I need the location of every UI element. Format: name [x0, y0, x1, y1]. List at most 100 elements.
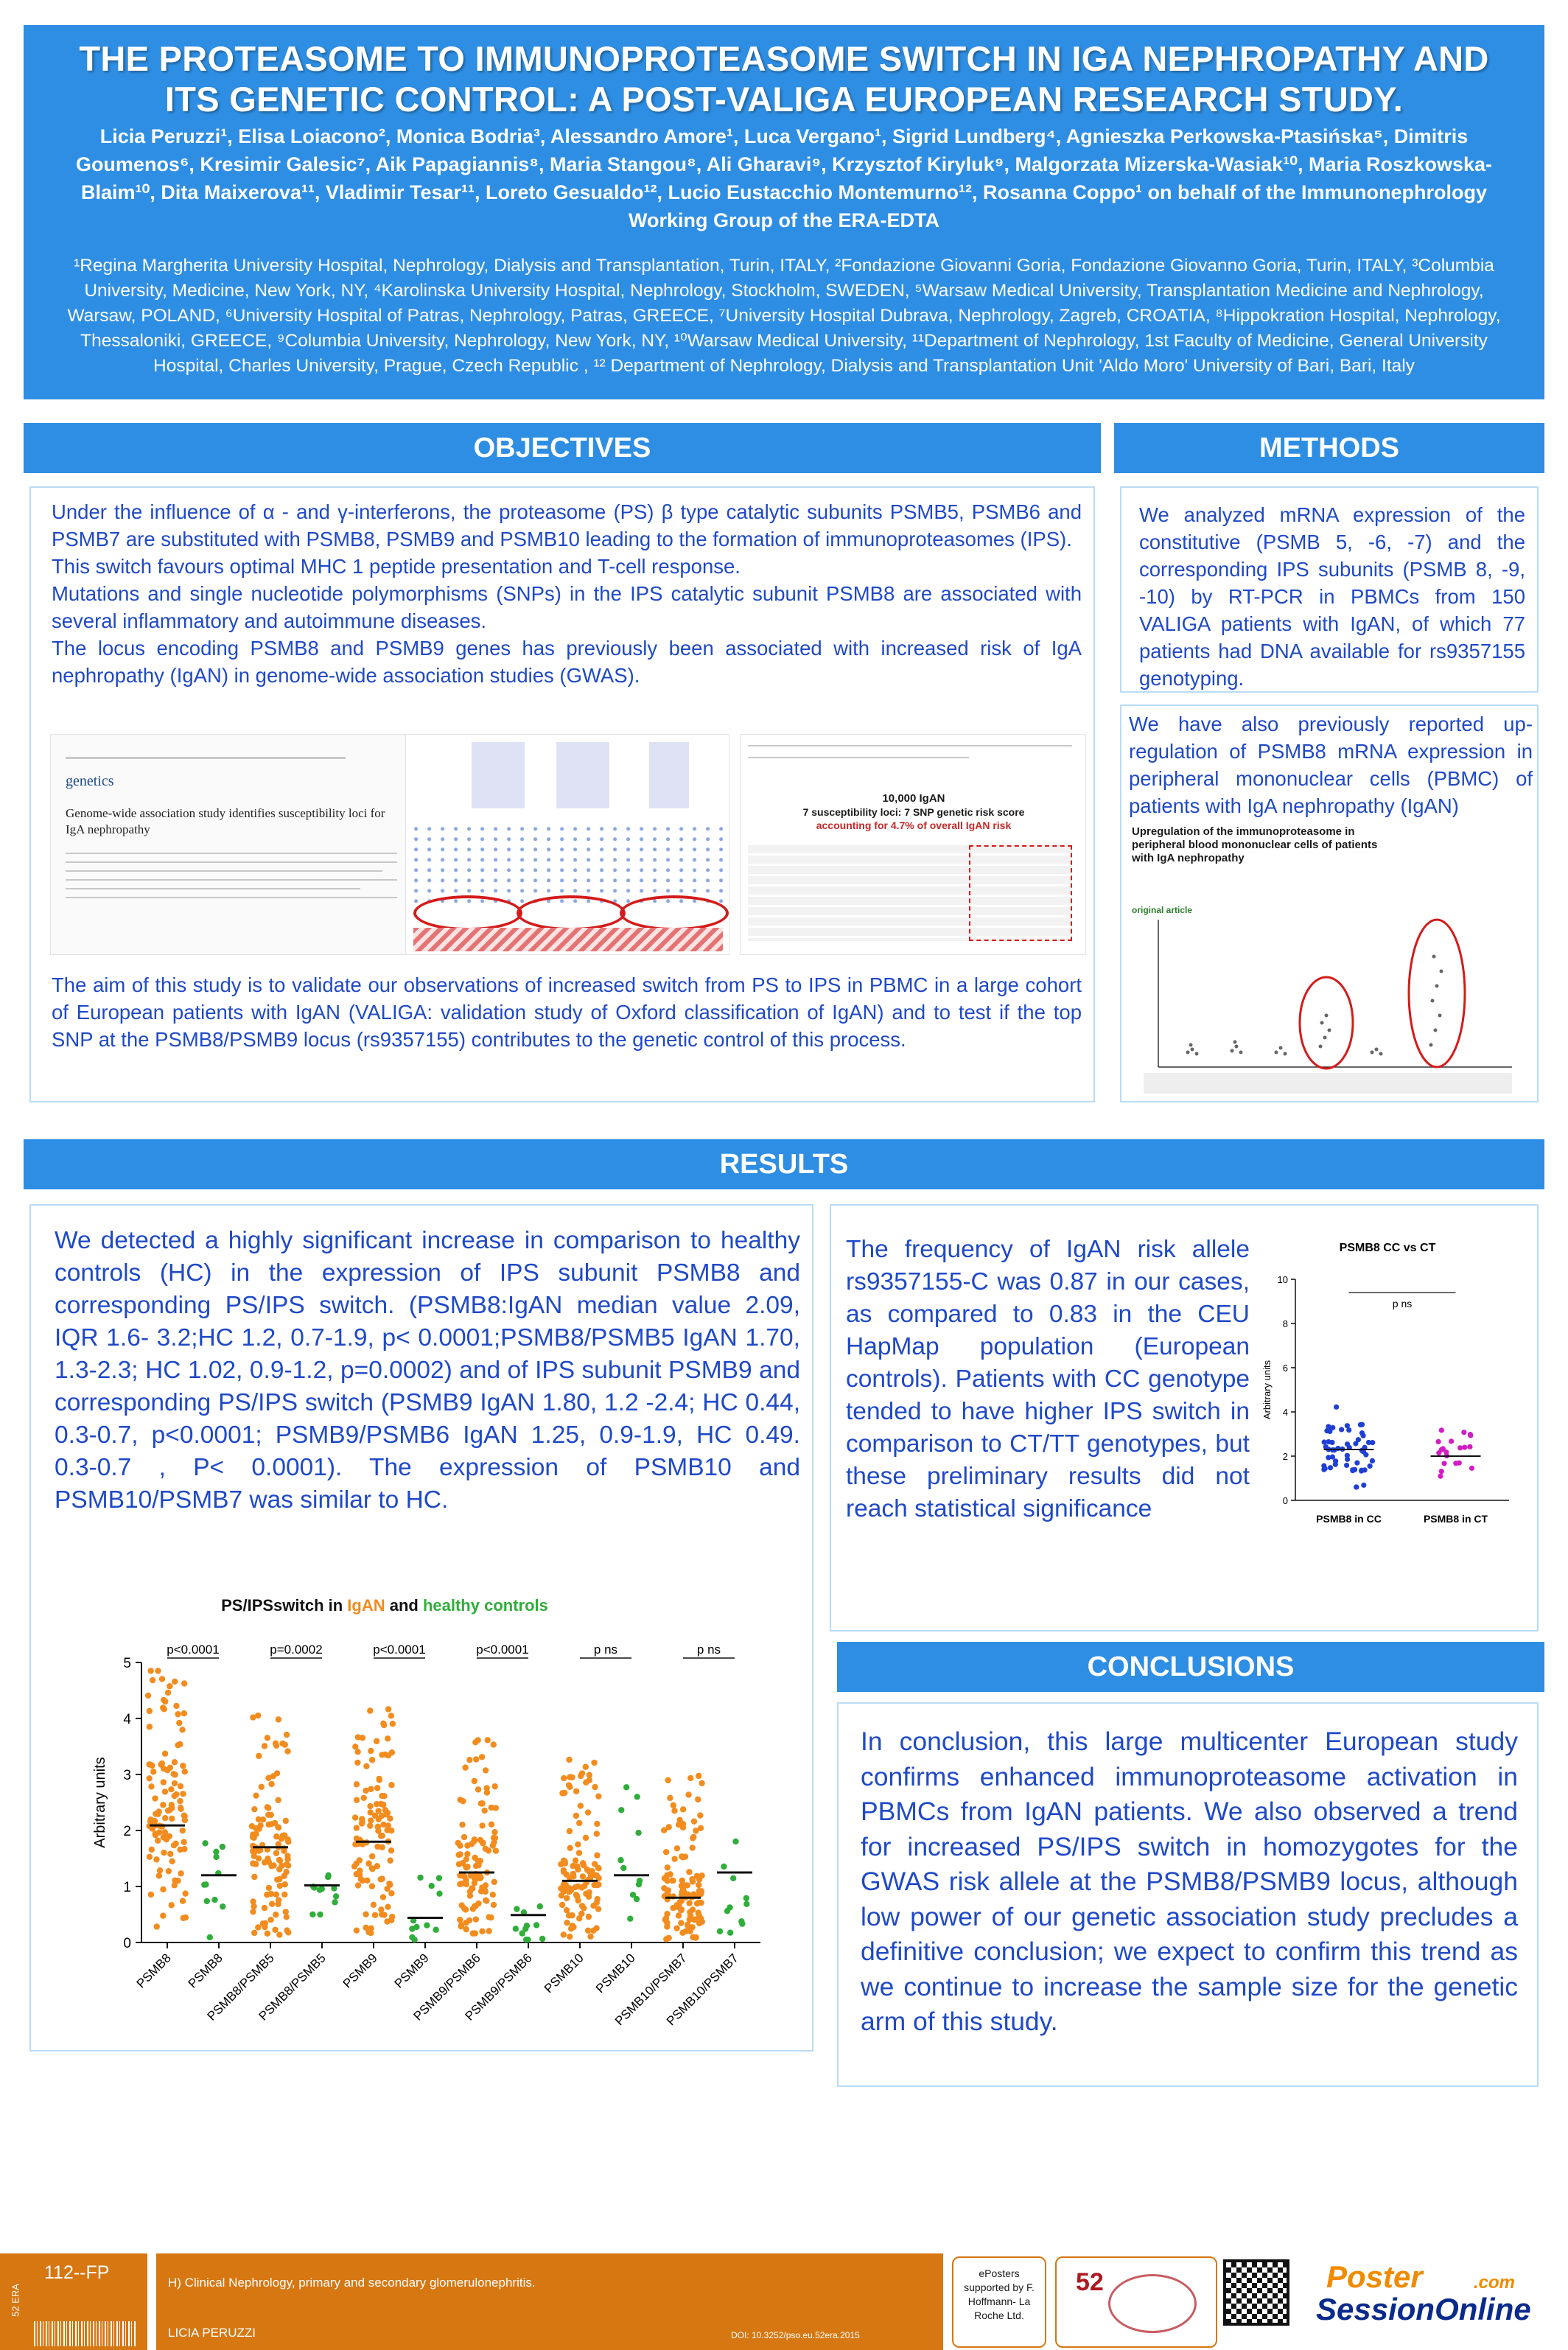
data-point: [259, 1816, 267, 1823]
footer-info-bar: H) Clinical Nephrology, primary and seco…: [156, 2253, 943, 2350]
data-point: [582, 1763, 589, 1770]
data-point: [575, 1850, 583, 1856]
x-tick-label: PSMB9: [340, 1951, 380, 1990]
data-point: [724, 1908, 731, 1914]
cc-data-point: [1369, 1458, 1376, 1463]
cc-data-point: [1332, 1458, 1339, 1464]
significance-label: p<0.0001: [167, 1643, 219, 1657]
data-point: [679, 1877, 685, 1884]
data-point: [522, 1926, 529, 1932]
postersession-logo: Poster .com SessionOnline: [1312, 2259, 1533, 2340]
data-point: [264, 1735, 271, 1741]
affiliation-list: ¹Regina Margherita University Hospital, …: [67, 256, 1501, 376]
data-point: [179, 1727, 186, 1733]
article-title: Genome-wide association study identifies…: [66, 806, 385, 836]
data-point: [213, 1853, 220, 1861]
data-point: [583, 1890, 589, 1898]
cc-data-point: [1360, 1449, 1366, 1455]
data-point: [251, 1860, 258, 1867]
data-point: [276, 1857, 284, 1864]
data-point: [251, 1903, 257, 1910]
cc-data-point: [1334, 1404, 1340, 1410]
data-point: [676, 1899, 683, 1906]
data-point: [569, 1774, 575, 1781]
data-point: [170, 1842, 178, 1849]
data-point: [377, 1833, 385, 1839]
data-point: [173, 1702, 180, 1710]
data-point: [575, 1841, 581, 1848]
methods-text: We analyzed mRNA expression of the const…: [1139, 503, 1525, 690]
data-point: [382, 1751, 388, 1758]
data-point: [587, 1933, 594, 1940]
data-point: [679, 1889, 687, 1896]
author-list: Licia Peruzzi¹, Elisa Loiacono², Monica …: [75, 125, 1493, 231]
data-point: [593, 1830, 601, 1837]
data-point: [309, 1911, 316, 1918]
data-point: [251, 1873, 258, 1881]
data-point: [273, 1912, 279, 1918]
data-point: [364, 1877, 371, 1884]
cc-data-point: [1469, 1465, 1475, 1471]
data-point: [569, 1923, 575, 1929]
data-point: [586, 1777, 592, 1784]
data-point: [352, 1744, 359, 1750]
data-point: [353, 1825, 360, 1831]
cc-vs-ct-chart: PSMB8 CC vs CT 0 2 4 6 8 10 Arbitrary units PSMB…: [1261, 1242, 1509, 1525]
data-point: [698, 1890, 704, 1898]
data-point: [472, 1930, 479, 1937]
data-point: [684, 1882, 690, 1889]
logo-word-domain: .com: [1474, 2273, 1516, 2293]
data-point: [585, 1913, 592, 1920]
data-point: [282, 1817, 289, 1825]
data-point: [743, 1895, 750, 1902]
congress-logo: 52: [1055, 2256, 1217, 2348]
ps-ips-switch-chart: PS/IPSswitch in IgAN and healthy control…: [92, 1596, 760, 2028]
data-point: [363, 1911, 369, 1918]
data-point: [265, 1821, 272, 1828]
data-point: [464, 1850, 471, 1858]
chart-title-prefix: PS/IPSswitch in: [221, 1596, 347, 1615]
data-point: [375, 1808, 382, 1814]
data-point: [594, 1852, 601, 1858]
data-point: [455, 1839, 461, 1847]
data-point: [385, 1706, 392, 1713]
data-point: [164, 1807, 172, 1814]
data-point: [181, 1839, 187, 1845]
data-point: [665, 1824, 672, 1830]
data-point: [262, 1923, 268, 1931]
footer-doi: DOI: 10.3252/pso.eu.52era.2015: [731, 2330, 860, 2340]
data-point: [686, 1916, 693, 1923]
manhattan-plot-figure: [405, 734, 729, 955]
data-point: [693, 1828, 699, 1834]
data-point: [635, 1829, 642, 1836]
data-point: [147, 1761, 155, 1769]
data-point: [424, 1922, 430, 1928]
data-point: [256, 1752, 262, 1760]
data-point: [592, 1861, 598, 1867]
data-point: [160, 1779, 167, 1786]
data-point: [690, 1818, 698, 1825]
data-point: [153, 1856, 160, 1863]
data-point: [525, 1937, 531, 1943]
data-point: [358, 1820, 365, 1827]
data-point: [267, 1890, 275, 1898]
cohort-size-label: 10,000 IgAN: [882, 792, 945, 805]
data-point: [689, 1878, 696, 1885]
data-point: [561, 1774, 567, 1782]
risk-score-table-figure: 10,000 IgAN 7 susceptibility loci: 7 SNP…: [740, 734, 1086, 955]
data-point: [671, 1808, 678, 1814]
data-point: [578, 1903, 586, 1909]
data-point: [175, 1878, 181, 1884]
data-point: [175, 1710, 181, 1718]
data-point: [373, 1738, 380, 1745]
data-point: [576, 1915, 583, 1922]
data-point: [561, 1885, 569, 1892]
data-point: [351, 1814, 359, 1821]
cc-data-point: [1370, 1440, 1376, 1446]
data-point: [491, 1828, 498, 1836]
data-point: [163, 1836, 170, 1843]
data-point: [147, 1891, 155, 1898]
data-point: [332, 1893, 340, 1900]
y-tick-label: 2: [123, 1824, 131, 1839]
significance-label: p<0.0001: [373, 1643, 425, 1657]
